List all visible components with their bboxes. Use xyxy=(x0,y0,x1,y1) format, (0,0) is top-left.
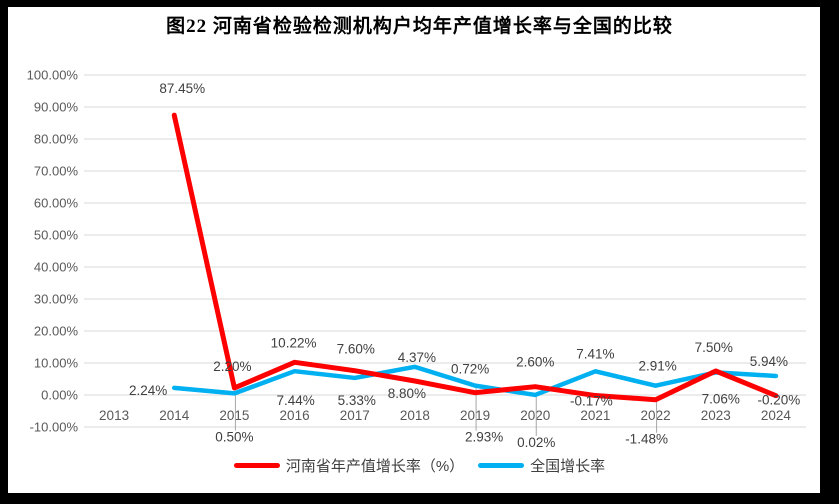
data-label: -0.17% xyxy=(570,394,613,409)
x-tick-label: 2023 xyxy=(701,408,731,423)
y-tick-label: 100.00% xyxy=(27,68,79,83)
data-label: 2.20% xyxy=(213,359,251,374)
data-label: -1.48% xyxy=(625,432,668,447)
y-tick-label: 70.00% xyxy=(34,164,79,179)
x-tick-label: 2016 xyxy=(280,408,310,423)
legend-item-henan: 河南省年产值增长率（%） xyxy=(233,455,465,476)
x-tick-label: 2020 xyxy=(520,408,550,423)
data-label: 2.60% xyxy=(516,355,554,370)
chart-legend: 河南省年产值增长率（%） 全国增长率 xyxy=(0,455,839,476)
x-tick-label: 2014 xyxy=(159,408,190,423)
x-tick-label: 2017 xyxy=(340,408,370,423)
data-label: 0.72% xyxy=(451,362,489,377)
data-label: 2.24% xyxy=(129,383,167,398)
x-tick-label: 2021 xyxy=(580,408,610,423)
legend-item-national: 全国增长率 xyxy=(478,455,605,476)
y-tick-label: 80.00% xyxy=(34,132,79,147)
y-tick-label: 40.00% xyxy=(34,260,79,275)
x-tick-label: 2022 xyxy=(641,408,671,423)
y-tick-label: 30.00% xyxy=(34,292,79,307)
legend-label-henan: 河南省年产值增长率（%） xyxy=(285,458,465,475)
x-tick-label: 2015 xyxy=(219,408,249,423)
legend-label-national: 全国增长率 xyxy=(530,458,606,475)
data-label: 0.50% xyxy=(215,429,253,444)
data-label: 5.33% xyxy=(338,393,376,408)
y-tick-label: 10.00% xyxy=(34,356,79,371)
data-label: -0.20% xyxy=(758,393,801,408)
y-tick-label: 0.00% xyxy=(41,388,78,403)
data-label: 7.44% xyxy=(276,393,314,408)
data-label: 2.93% xyxy=(465,430,503,445)
chart-title: 图22 河南省检验检测机构户均年产值增长率与全国的比较 xyxy=(166,16,673,37)
series-line-henan xyxy=(171,112,779,403)
data-label: 7.60% xyxy=(337,342,375,357)
x-tick-label: 2018 xyxy=(400,408,430,423)
y-tick-label: 20.00% xyxy=(34,324,79,339)
y-tick-label: 60.00% xyxy=(34,196,79,211)
legend-swatch-henan-line xyxy=(233,463,280,468)
data-label: 7.41% xyxy=(576,346,614,361)
y-tick-label: 50.00% xyxy=(34,228,79,243)
data-label: 7.06% xyxy=(702,391,740,406)
data-label: 5.94% xyxy=(750,354,788,369)
data-label: 10.22% xyxy=(271,335,317,350)
y-tick-label: -10.00% xyxy=(30,420,79,435)
x-tick-label: 2013 xyxy=(99,408,129,423)
y-tick-label: 90.00% xyxy=(34,100,79,115)
data-label: 87.45% xyxy=(159,81,205,96)
data-label: 2.91% xyxy=(638,359,676,374)
legend-swatch-national-line xyxy=(478,463,525,468)
data-label: 7.50% xyxy=(695,340,733,355)
x-tick-label: 2024 xyxy=(761,408,792,423)
data-label: 8.80% xyxy=(388,386,426,401)
data-label: 0.02% xyxy=(517,435,555,450)
series-line-national xyxy=(172,364,779,398)
chart-figure xyxy=(8,7,820,493)
data-label: 4.37% xyxy=(398,350,436,365)
x-tick-label: 2019 xyxy=(460,408,490,423)
